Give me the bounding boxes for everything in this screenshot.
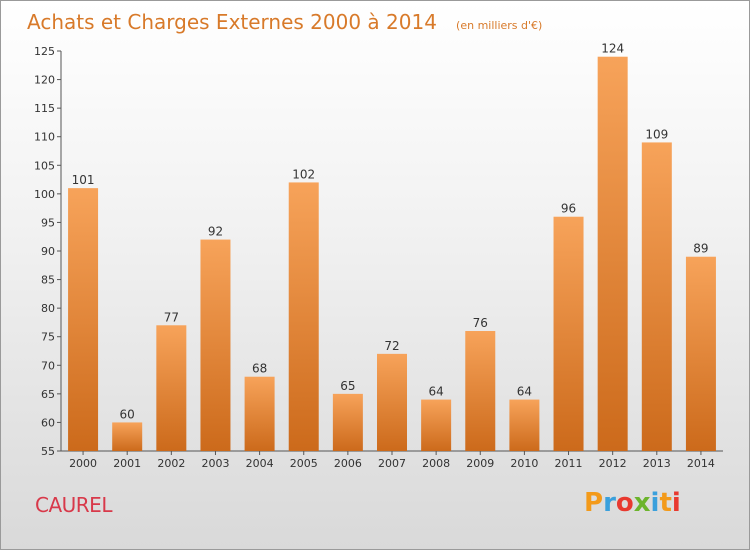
x-tick-label-2013: 2013 <box>643 457 671 470</box>
chart-title-main: Achats et Charges Externes 2000 à 2014 <box>27 10 437 34</box>
x-tick-label-2002: 2002 <box>157 457 185 470</box>
y-tick-label: 100 <box>34 188 55 201</box>
bar-2012 <box>597 56 628 451</box>
y-tick-label: 115 <box>34 102 55 115</box>
y-tick-label: 85 <box>41 274 55 287</box>
x-tick-label-2007: 2007 <box>378 457 406 470</box>
bar-2013 <box>641 142 672 451</box>
bar-2008 <box>421 399 452 451</box>
value-label-2004: 68 <box>252 362 267 376</box>
y-tick-label: 80 <box>41 302 55 315</box>
y-tick-label: 75 <box>41 331 55 344</box>
y-tick-label: 60 <box>41 416 55 429</box>
bar-2002 <box>156 325 187 451</box>
bar-2005 <box>288 182 319 451</box>
value-label-2002: 77 <box>164 310 179 324</box>
y-tick-label: 120 <box>34 74 55 87</box>
x-tick-label-2010: 2010 <box>510 457 538 470</box>
chart-title: Achats et Charges Externes 2000 à 2014 (… <box>27 10 542 34</box>
x-tick-label-2006: 2006 <box>334 457 362 470</box>
bar-2003 <box>200 239 231 451</box>
x-tick-label-2005: 2005 <box>290 457 318 470</box>
logo-letter: o <box>615 488 634 518</box>
value-labels: 101 60 77 92 68 102 65 72 64 76 64 96 124 109 89 <box>72 42 709 422</box>
value-label-2011: 96 <box>561 202 576 216</box>
y-tick-label: 125 <box>34 45 55 58</box>
y-tick-label: 105 <box>34 159 55 172</box>
bar-2001 <box>112 422 143 451</box>
value-label-2013: 109 <box>645 127 668 141</box>
value-label-2012: 124 <box>601 42 624 56</box>
x-tick-label-2003: 2003 <box>201 457 229 470</box>
bar-2004 <box>244 376 275 451</box>
y-tick-label: 70 <box>41 359 55 372</box>
value-label-2005: 102 <box>292 167 315 181</box>
value-label-2003: 92 <box>208 225 223 239</box>
value-label-2006: 65 <box>340 379 355 393</box>
x-tick-label-2004: 2004 <box>246 457 274 470</box>
value-label-2008: 64 <box>428 385 443 399</box>
x-tick-label-2001: 2001 <box>113 457 141 470</box>
y-tick-label: 110 <box>34 131 55 144</box>
logo-letter: i <box>650 488 660 518</box>
bar-2007 <box>377 353 407 451</box>
bar-2000 <box>68 188 99 451</box>
proxiti-logo[interactable]: Proxiti <box>584 488 681 518</box>
y-tick-label: 95 <box>41 216 55 229</box>
bars <box>68 56 716 451</box>
x-tick-label-2011: 2011 <box>555 457 583 470</box>
logo-letter: r <box>603 488 616 518</box>
x-tick-label-2000: 2000 <box>69 457 97 470</box>
logo-letter: x <box>633 488 651 518</box>
value-label-2014: 89 <box>693 242 708 256</box>
y-tick-label: 65 <box>41 388 55 401</box>
x-tick-label-2014: 2014 <box>687 457 715 470</box>
x-tick-label-2012: 2012 <box>599 457 627 470</box>
y-tick-label: 55 <box>41 445 55 458</box>
value-label-2009: 76 <box>473 316 488 330</box>
chart-subtitle: (en milliers d'€) <box>456 19 542 32</box>
x-axis: 2000 2001 2002 2003 2004 2005 2006 2007 2008 2009… <box>61 450 723 470</box>
logo-letter: t <box>659 488 672 518</box>
bar-2014 <box>685 256 716 451</box>
y-axis: 55 60 65 70 75 80 85 90 95 100 105 110 115 120 125 <box>34 45 62 458</box>
value-label-2007: 72 <box>384 339 399 353</box>
bar-2009 <box>465 331 496 451</box>
bar-2006 <box>332 393 363 451</box>
logo-letter: i <box>671 488 681 518</box>
value-label-2001: 60 <box>120 407 135 421</box>
bar-2011 <box>553 216 584 451</box>
value-label-2010: 64 <box>517 385 532 399</box>
x-tick-label-2009: 2009 <box>466 457 494 470</box>
logo-letter: P <box>584 488 604 518</box>
bar-2010 <box>509 399 540 451</box>
x-tick-label-2008: 2008 <box>422 457 450 470</box>
place-name: CAUREL <box>35 493 112 517</box>
value-label-2000: 101 <box>72 173 95 187</box>
y-tick-label: 90 <box>41 245 55 258</box>
